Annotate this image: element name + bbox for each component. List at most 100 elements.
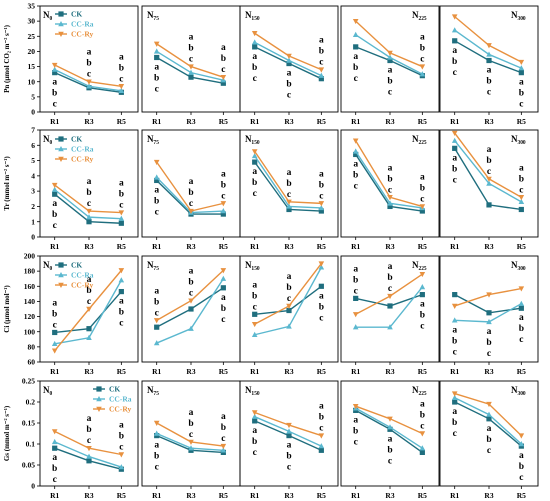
- data-point-cc-ry: [387, 293, 393, 300]
- data-point-cc-ry: [51, 182, 58, 189]
- data-point-cc-ra: [251, 331, 258, 337]
- x-tick-label: R3: [484, 491, 493, 500]
- data-point-cc-ra: [51, 340, 58, 347]
- significance-letter: a: [287, 272, 292, 282]
- data-point-ck: [118, 220, 124, 226]
- x-tick-label: R3: [284, 491, 293, 500]
- significance-letter: b: [154, 73, 159, 83]
- panel-title: N₃₀₀: [511, 385, 526, 395]
- significance-letter: a: [221, 169, 226, 179]
- significance-letter: b: [52, 89, 57, 99]
- data-point-ck: [286, 433, 292, 439]
- x-tick-label: R1: [450, 491, 459, 500]
- significance-letter: b: [387, 174, 392, 184]
- significance-letter: a: [319, 169, 324, 179]
- data-point-cc-ra: [86, 334, 92, 340]
- data-point-cc-ra: [220, 275, 227, 281]
- panel-title: N₁₅₀: [245, 134, 260, 144]
- data-point-ck: [286, 60, 292, 67]
- significance-letter: a: [189, 408, 194, 418]
- significance-letter: b: [221, 304, 226, 314]
- y-tick-label: 7: [31, 126, 35, 135]
- significance-letter: b: [519, 324, 524, 334]
- significance-letter: b: [486, 338, 491, 348]
- significance-letter: c: [420, 422, 424, 432]
- data-point-ck: [86, 219, 92, 225]
- legend-marker-cc-ry: [58, 156, 64, 162]
- data-point-cc-ra: [352, 324, 359, 330]
- data-point-ck: [452, 292, 458, 298]
- data-point-cc-ra: [188, 69, 194, 75]
- x-tick-label: R3: [484, 117, 493, 126]
- significance-letter: a: [487, 327, 492, 337]
- y-tick-label: 4: [31, 171, 35, 180]
- data-point-ck: [252, 418, 258, 424]
- significance-letter: a: [87, 275, 92, 285]
- significance-letter: c: [87, 199, 91, 209]
- data-point-cc-ry: [352, 312, 359, 318]
- significance-letter: c: [319, 58, 323, 68]
- x-tick-label: R1: [250, 491, 259, 500]
- data-point-cc-ra: [153, 430, 160, 436]
- significance-letter: a: [119, 52, 124, 62]
- significance-letter: c: [487, 88, 491, 98]
- significance-letter: a: [452, 46, 457, 56]
- data-point-ck: [154, 54, 160, 61]
- legend-label: CK: [71, 10, 82, 19]
- data-point-ck: [86, 326, 92, 332]
- data-point-ck: [452, 38, 458, 44]
- significance-letter: b: [119, 308, 124, 318]
- significance-letter: a: [388, 262, 393, 272]
- data-point-cc-ra: [220, 447, 227, 453]
- significance-letter: b: [452, 418, 457, 428]
- data-point-cc-ra: [51, 438, 58, 445]
- data-point-cc-ra: [220, 208, 227, 214]
- panel-title: N₃₀₀: [511, 260, 526, 270]
- significance-letter: c: [87, 70, 91, 80]
- legend-label: CK: [71, 261, 82, 270]
- data-point-cc-ra: [387, 324, 393, 330]
- significance-letter: c: [519, 473, 523, 483]
- legend-label: CC-Ry: [71, 30, 93, 39]
- significance-letter: b: [221, 54, 226, 64]
- x-tick-label: R5: [219, 367, 228, 376]
- data-point-cc-ry: [318, 433, 325, 439]
- x-tick-label: R3: [385, 117, 394, 126]
- series-line-cc-ry: [454, 287, 522, 307]
- significance-letter: a: [119, 297, 124, 307]
- x-tick-label: R5: [418, 242, 427, 251]
- data-point-ck: [154, 177, 160, 184]
- significance-letter: a: [87, 414, 92, 424]
- significance-letter: c: [221, 191, 225, 201]
- significance-letter: b: [119, 63, 124, 73]
- significance-letter: a: [287, 69, 292, 79]
- legend-marker-ck: [58, 11, 64, 17]
- data-point-cc-ry: [486, 292, 492, 298]
- legend-label: CC-Ry: [71, 281, 93, 290]
- data-point-ck: [486, 416, 492, 422]
- data-point-ck: [518, 70, 524, 76]
- data-point-cc-ry: [118, 210, 125, 216]
- x-tick-label: R1: [351, 367, 360, 376]
- data-point-cc-ra: [419, 71, 426, 77]
- significance-letter: b: [519, 174, 524, 184]
- data-point-ck: [486, 202, 492, 208]
- data-point-cc-ry: [419, 64, 426, 70]
- x-tick-label: R3: [84, 491, 93, 500]
- y-tick-label: 140: [24, 297, 36, 306]
- y-tick-label: 0.15: [22, 419, 35, 428]
- panel-title: N₂₂₅: [412, 260, 427, 270]
- data-point-cc-ry: [318, 67, 325, 73]
- data-point-cc-ry: [220, 268, 227, 274]
- significance-letter: a: [353, 52, 358, 62]
- y-tick-label: 5: [31, 92, 35, 101]
- data-point-ck: [318, 283, 324, 289]
- significance-letter: a: [519, 163, 524, 173]
- panel-title: N₇₅: [147, 260, 159, 270]
- data-point-cc-ry: [451, 130, 458, 137]
- significance-letter: a: [252, 426, 257, 436]
- data-point-ck: [188, 74, 194, 80]
- significance-letter: c: [253, 302, 257, 312]
- data-point-cc-ry: [387, 50, 393, 56]
- data-point-ck: [419, 208, 425, 214]
